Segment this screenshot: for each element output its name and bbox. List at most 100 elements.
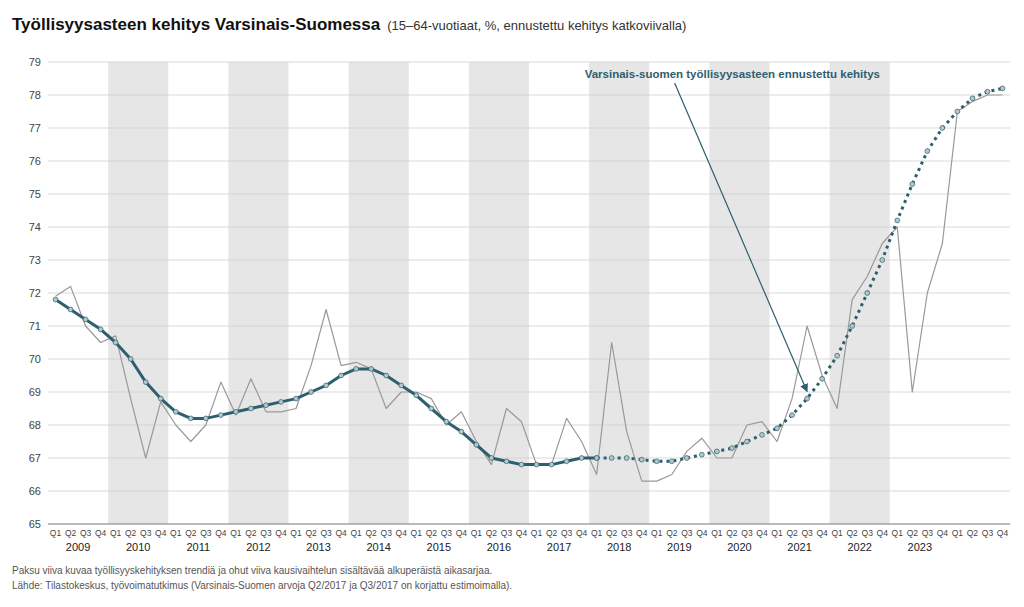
year-label: 2022 (847, 541, 871, 553)
x-tick-label: Q3 (501, 528, 513, 538)
x-tick-label: Q2 (486, 528, 498, 538)
grid-line (48, 425, 1010, 426)
x-tick-label: Q2 (426, 528, 438, 538)
y-tick-label: 77 (29, 122, 41, 134)
year-label: 2017 (547, 541, 571, 553)
x-tick-label: Q2 (305, 528, 317, 538)
x-tick-label: Q1 (892, 528, 904, 538)
trend-marker (820, 376, 825, 381)
year-label: 2015 (427, 541, 451, 553)
trend-marker (835, 353, 840, 358)
grid-line (48, 392, 1010, 393)
x-tick-label: Q1 (531, 528, 543, 538)
x-tick-label: Q2 (546, 528, 558, 538)
y-tick-label: 71 (29, 320, 41, 332)
x-tick-label: Q4 (215, 528, 227, 538)
page: {"chart_data": { "type": "line", "title"… (0, 0, 1024, 607)
x-tick-label: Q1 (50, 528, 62, 538)
trend-marker (369, 367, 374, 372)
grid-line (48, 95, 1010, 96)
year-label: 2023 (908, 541, 932, 553)
trend-marker (399, 383, 404, 388)
raw-line (56, 95, 1003, 481)
x-tick-label: Q4 (516, 528, 528, 538)
x-axis: Q1Q2Q3Q4Q1Q2Q3Q4Q1Q2Q3Q4Q1Q2Q3Q4Q1Q2Q3Q4… (50, 528, 1009, 553)
year-label: 2010 (126, 541, 150, 553)
y-tick-label: 73 (29, 254, 41, 266)
year-label: 2009 (66, 541, 90, 553)
y-tick-label: 74 (29, 221, 41, 233)
trend-marker (669, 459, 674, 464)
trend-marker (504, 459, 509, 464)
x-tick-label: Q2 (606, 528, 618, 538)
x-tick-label: Q1 (471, 528, 483, 538)
x-tick-label: Q2 (125, 528, 137, 538)
grid-line (48, 227, 1010, 228)
grid-line (48, 194, 1010, 195)
x-tick-label: Q1 (651, 528, 663, 538)
x-tick-label: Q3 (441, 528, 453, 538)
grid-line (48, 524, 1010, 525)
y-tick-label: 66 (29, 485, 41, 497)
y-tick-label: 70 (29, 353, 41, 365)
trend-marker (264, 403, 269, 408)
x-tick-label: Q4 (155, 528, 167, 538)
trend-marker (699, 452, 704, 457)
forecast-line (597, 88, 1003, 461)
year-label: 2011 (186, 541, 210, 553)
trend-marker (98, 327, 103, 332)
year-label: 2016 (487, 541, 511, 553)
trend-marker (564, 459, 569, 464)
y-tick-label: 69 (29, 386, 41, 398)
y-tick-label: 65 (29, 518, 41, 530)
grid-line (48, 458, 1010, 459)
y-tick-label: 79 (29, 56, 41, 68)
grid-line (48, 161, 1010, 162)
trend-marker (158, 396, 163, 401)
x-tick-label: Q2 (967, 528, 979, 538)
subtitle: (15–64-vuotiaat, %, ennustettu kehitys k… (387, 18, 686, 33)
trend-marker (309, 390, 314, 395)
x-tick-label: Q2 (245, 528, 257, 538)
trend-marker (188, 416, 193, 421)
trend-marker (143, 380, 148, 385)
note: Lähde: Tilastokeskus, työvoimatutkimus (… (12, 580, 512, 591)
x-tick-label: Q4 (636, 528, 648, 538)
x-tick-label: Q4 (396, 528, 408, 538)
trend-marker (233, 409, 238, 414)
grid-line (48, 326, 1010, 327)
y-axis: 656667686970717273747576777879 (29, 56, 1010, 530)
y-tick-label: 78 (29, 89, 41, 101)
trend-marker (173, 409, 178, 414)
x-tick-label: Q3 (922, 528, 934, 538)
year-label: 2020 (727, 541, 751, 553)
trend-marker (684, 456, 689, 461)
trend-marker (474, 442, 479, 447)
trend-marker (489, 456, 494, 461)
x-tick-label: Q3 (801, 528, 813, 538)
trend-marker (940, 126, 945, 131)
y-tick-label: 67 (29, 452, 41, 464)
trend-marker (203, 416, 208, 421)
x-tick-label: Q3 (681, 528, 693, 538)
x-tick-label: Q2 (65, 528, 77, 538)
x-tick-label: Q1 (230, 528, 242, 538)
grid-line (48, 128, 1010, 129)
x-tick-label: Q3 (862, 528, 874, 538)
x-tick-label: Q4 (937, 528, 949, 538)
grid-line (48, 359, 1010, 360)
x-axis-line (48, 524, 1010, 525)
x-tick-label: Q3 (140, 528, 152, 538)
year-label: 2012 (246, 541, 270, 553)
x-tick-label: Q4 (275, 528, 287, 538)
x-tick-label: Q1 (711, 528, 723, 538)
annotation-arrow (675, 83, 807, 392)
trend-marker (639, 457, 644, 462)
trend-marker (549, 462, 554, 467)
trend-marker (459, 429, 464, 434)
x-tick-label: Q2 (847, 528, 859, 538)
trend-marker (970, 96, 975, 101)
annotation: Varsinais-suomen työllisyysasteen ennust… (585, 68, 880, 80)
title: Työllisyysasteen kehitys Varsinais-Suome… (12, 15, 381, 34)
trend-marker (1000, 86, 1005, 91)
